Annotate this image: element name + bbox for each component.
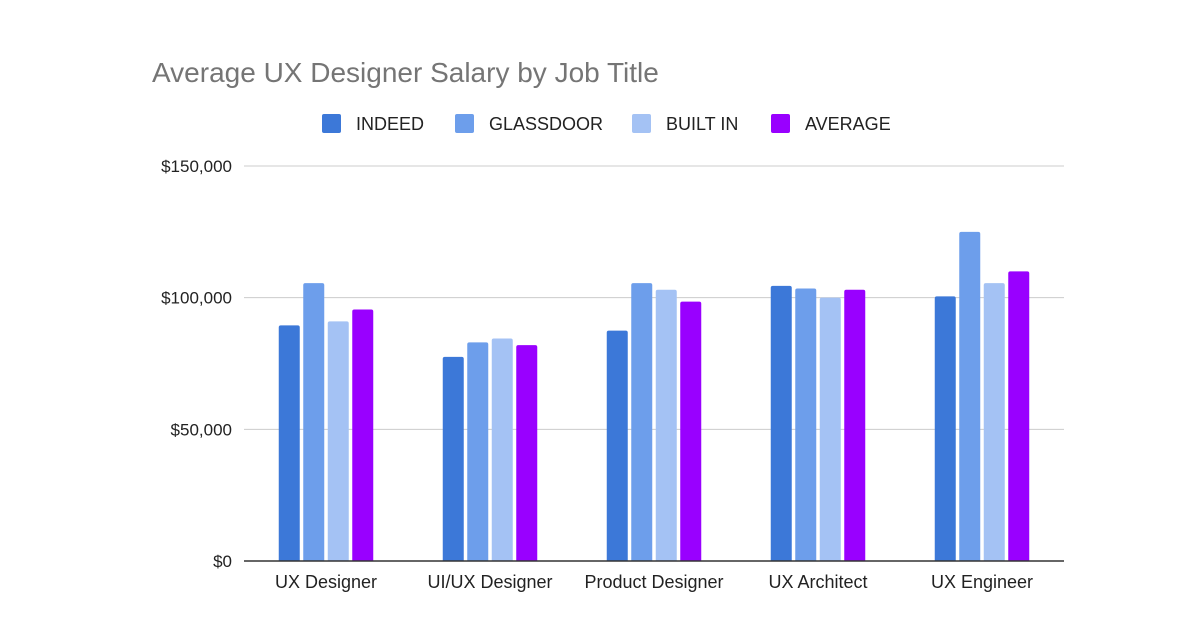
bars — [278, 231, 1030, 562]
bar-built-in-3 — [819, 297, 841, 561]
legend-swatch-built-in — [632, 114, 651, 133]
x-category-label: UI/UX Designer — [427, 572, 552, 592]
bar-indeed-2 — [606, 330, 628, 561]
bar-indeed-4 — [934, 296, 956, 561]
gridlines — [244, 165, 1064, 430]
legend-label: INDEED — [356, 114, 424, 134]
bar-average-1 — [516, 345, 538, 561]
bar-glassdoor-4 — [959, 231, 981, 562]
y-axis: $0 $50,000 $100,000 $150,000 — [161, 157, 232, 571]
bar-glassdoor-1 — [467, 342, 489, 561]
legend-label: GLASSDOOR — [489, 114, 603, 134]
bar-average-2 — [680, 301, 702, 561]
bar-indeed-1 — [442, 356, 464, 561]
x-category-label: UX Designer — [275, 572, 377, 592]
bar-glassdoor-3 — [795, 288, 817, 561]
bar-glassdoor-0 — [303, 283, 325, 561]
legend: INDEED GLASSDOOR BUILT IN AVERAGE — [322, 114, 891, 134]
legend-label: AVERAGE — [805, 114, 891, 134]
bar-built-in-1 — [491, 338, 513, 561]
y-tick-label: $150,000 — [161, 157, 232, 176]
bar-indeed-3 — [770, 285, 792, 561]
bar-glassdoor-2 — [631, 283, 653, 561]
legend-swatch-average — [771, 114, 790, 133]
x-category-label: Product Designer — [584, 572, 723, 592]
bar-average-0 — [352, 309, 374, 561]
legend-swatch-indeed — [322, 114, 341, 133]
legend-label: BUILT IN — [666, 114, 738, 134]
bar-built-in-2 — [655, 289, 677, 561]
x-axis: UX Designer UI/UX Designer Product Designe… — [244, 560, 1064, 592]
y-tick-label: $50,000 — [171, 420, 232, 439]
x-category-label: UX Architect — [768, 572, 867, 592]
bar-indeed-0 — [278, 325, 300, 561]
y-tick-label: $0 — [213, 552, 232, 571]
bar-average-4 — [1008, 271, 1030, 561]
legend-swatch-glassdoor — [455, 114, 474, 133]
y-tick-label: $100,000 — [161, 289, 232, 308]
x-category-label: UX Engineer — [931, 572, 1033, 592]
chart-title: Average UX Designer Salary by Job Title — [152, 57, 659, 88]
bar-built-in-0 — [327, 321, 349, 561]
bar-built-in-4 — [983, 283, 1005, 561]
bar-average-3 — [844, 289, 866, 561]
